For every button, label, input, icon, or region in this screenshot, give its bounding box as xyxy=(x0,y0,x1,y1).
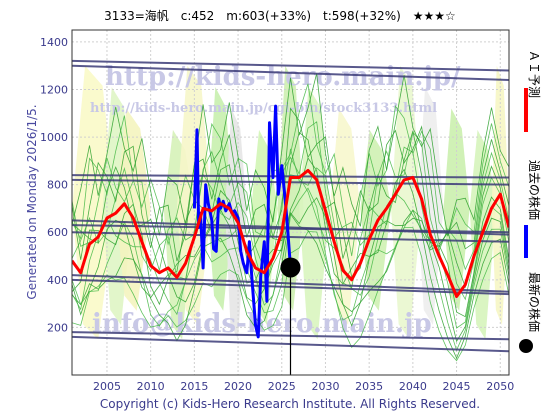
y-tick-label: 200 xyxy=(47,321,68,334)
prediction-band xyxy=(299,87,330,340)
legend-past-price-label: 過去の株価 xyxy=(527,160,542,220)
legend-ai-forecast: ＡＩ予測 xyxy=(524,50,541,132)
generated-date: Generated on Monday 2026/1/5. xyxy=(25,104,39,299)
simulation-line xyxy=(72,187,509,352)
plot-area: http://kids-hero.main.jp/ http://kids-he… xyxy=(71,29,510,376)
y-tick-label: 800 xyxy=(47,179,68,192)
x-tick-label: 2005 xyxy=(93,380,121,393)
prediction-band xyxy=(207,87,234,311)
y-tick-label: 1200 xyxy=(40,83,68,96)
x-tick-label: 2050 xyxy=(486,380,514,393)
x-tick-label: 2040 xyxy=(399,380,427,393)
legend-ai-forecast-label: ＡＩ予測 xyxy=(527,50,541,98)
simulation-line xyxy=(72,83,509,257)
past-price-line xyxy=(192,104,292,339)
chart-title: 3133=海帆 c:452 m:603(+33%) t:598(+32%) ★★… xyxy=(104,8,456,23)
y-axis: 200 400 600 800 1000 1200 1400 xyxy=(40,36,68,335)
legend-latest-price-label: 最新の株価 xyxy=(527,272,542,332)
x-tick-label: 2015 xyxy=(180,380,208,393)
legend: ＡＩ予測 過去の株価 最新の株価 xyxy=(519,50,542,353)
prediction-band xyxy=(329,108,361,326)
simulation-line xyxy=(72,73,509,236)
y-tick-label: 1000 xyxy=(40,131,68,144)
watermark-page: http://kids-hero.main.jp/cgi-bin/stock31… xyxy=(90,101,437,116)
x-tick-label: 2025 xyxy=(268,380,296,393)
trend-line xyxy=(72,231,509,243)
x-axis: 2005 2010 2015 2020 2025 2030 2035 2040 2045 2050 xyxy=(93,380,514,393)
x-tick-label: 2045 xyxy=(443,380,471,393)
trend-line xyxy=(72,64,509,81)
x-tick-label: 2035 xyxy=(355,380,383,393)
copyright: Copyright (c) Kids-Hero Research Institu… xyxy=(100,397,480,411)
y-tick-label: 600 xyxy=(47,226,68,239)
legend-past-price: 過去の株価 xyxy=(524,160,542,258)
prediction-band xyxy=(443,108,470,311)
trend-line xyxy=(72,224,509,234)
plot-frame xyxy=(71,29,510,376)
legend-latest-price: 最新の株価 xyxy=(519,272,542,353)
ai-forecast-line xyxy=(72,168,509,298)
simulation-line xyxy=(72,197,509,343)
y-tick-label: 1400 xyxy=(40,36,68,49)
x-tick-label: 2010 xyxy=(137,380,165,393)
x-tick-label: 2030 xyxy=(311,380,339,393)
trend-line xyxy=(72,219,509,236)
x-tick-label: 2020 xyxy=(224,380,252,393)
series-lines xyxy=(72,104,509,339)
simulation-line xyxy=(72,146,509,301)
trend-line xyxy=(72,59,509,72)
legend-latest-price-dot xyxy=(519,339,533,353)
y-tick-label: 400 xyxy=(47,274,68,287)
prediction-band xyxy=(115,108,151,311)
prediction-band xyxy=(417,87,444,326)
latest-price-marker xyxy=(280,257,301,278)
